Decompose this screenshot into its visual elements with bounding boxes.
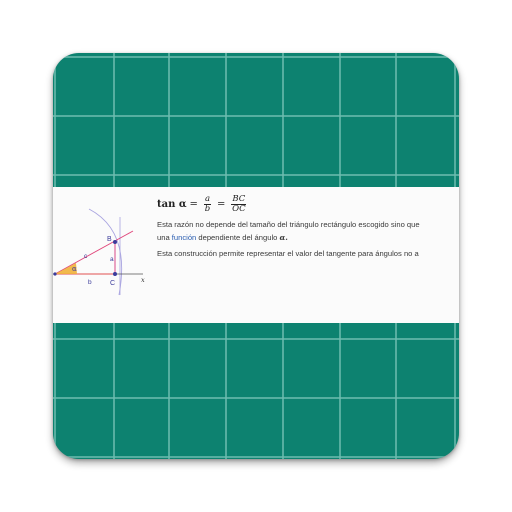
label-C: C xyxy=(110,280,115,287)
frac1-denominator: b xyxy=(204,203,211,214)
alpha-symbol: α. xyxy=(279,232,288,242)
label-c: c xyxy=(84,253,88,260)
paragraph-1-prefix: una xyxy=(157,232,172,242)
funcion-link[interactable]: función xyxy=(171,232,197,242)
frac1-numerator: a xyxy=(203,193,212,205)
label-a: a xyxy=(110,256,114,263)
app-icon-tile[interactable]: B C a b c α x tan α = a b = B xyxy=(53,53,459,459)
fraction-a-over-b: a b xyxy=(203,193,212,214)
paragraph-1-line-1: Esta razón no depende del tamaño del tri… xyxy=(157,220,420,229)
frac2-denominator: OC xyxy=(232,203,246,214)
paragraph-1: Esta razón no depende del tamaño del tri… xyxy=(157,219,459,244)
formula-eq-1: = xyxy=(189,198,198,210)
label-alpha: α xyxy=(72,265,77,273)
formula-eq-2: = xyxy=(217,198,226,210)
label-x-axis: x xyxy=(141,276,145,284)
fraction-bc-over-oc: BC OC xyxy=(231,193,247,214)
label-B: B xyxy=(107,236,112,243)
frac2-numerator: BC xyxy=(231,193,247,205)
paragraph-2: Esta construcción permite representar el… xyxy=(157,249,419,258)
screenshot-strip: B C a b c α x tan α = a b = B xyxy=(53,187,459,323)
paragraph-1-line-2: una función dependiente del ángulo α. xyxy=(157,232,459,245)
formula-lhs: tan α xyxy=(157,198,187,210)
paragraph-1-suffix: dependiente del ángulo xyxy=(196,232,280,242)
tangent-formula: tan α = a b = BC OC xyxy=(157,193,459,215)
text-area: tan α = a b = BC OC Esta razón no depend… xyxy=(157,193,459,261)
label-b: b xyxy=(88,279,92,286)
triangle-diagram: B C a b c α x xyxy=(53,208,145,296)
